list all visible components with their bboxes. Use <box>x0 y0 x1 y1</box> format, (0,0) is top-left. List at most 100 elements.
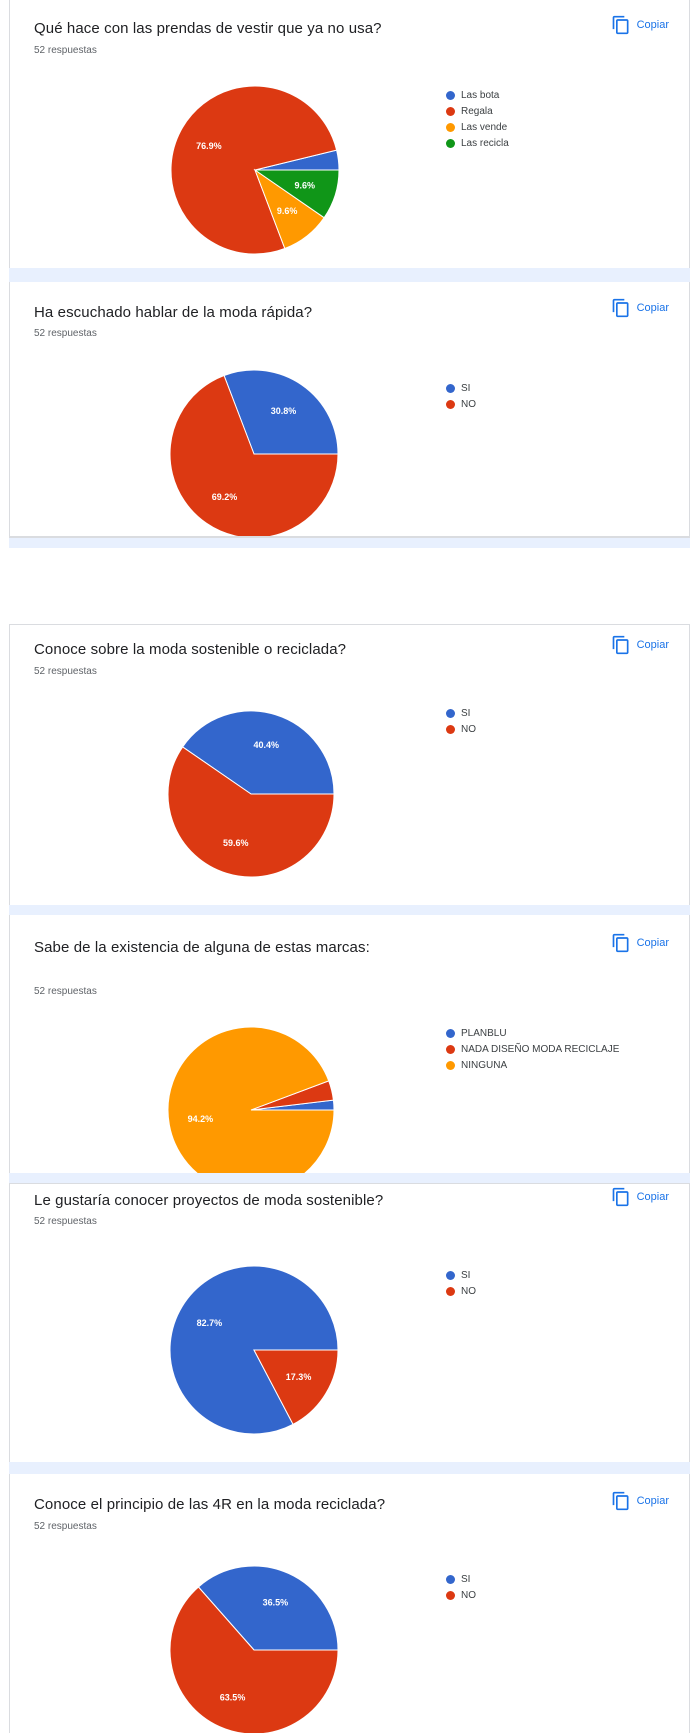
copy-label: Copiar <box>636 1191 669 1203</box>
legend-dot-icon <box>446 383 455 393</box>
copy-button[interactable]: Copiar <box>611 635 669 655</box>
legend-dot-icon <box>446 106 455 116</box>
legend-item: NO <box>446 1283 476 1299</box>
legend-item: NO <box>446 721 476 737</box>
separator-band <box>9 268 690 282</box>
legend-item: Las recicla <box>446 135 509 151</box>
pie-chart: 82.7% 17.3% <box>169 1265 339 1435</box>
legend-dot-icon <box>446 1286 455 1296</box>
pie-slice <box>197 1565 339 1651</box>
legend-label: Las recicla <box>461 137 509 149</box>
legend-dot-icon <box>446 1590 455 1600</box>
legend-label: NO <box>461 398 476 410</box>
copy-button[interactable]: Copiar <box>611 1187 669 1207</box>
response-count: 52 respuestas <box>34 1216 97 1227</box>
legend-item: SI <box>446 380 476 396</box>
legend-dot-icon <box>446 1574 455 1584</box>
chart-card: Ha escuchado hablar de la moda rápida? 5… <box>9 282 690 538</box>
copy-icon <box>612 298 629 318</box>
copy-label: Copiar <box>636 639 669 651</box>
legend-label: NO <box>461 1589 476 1601</box>
separator-band <box>9 1462 690 1474</box>
legend-dot-icon <box>446 1044 455 1054</box>
legend-label: NO <box>461 723 476 735</box>
chart-card: Sabe de la existencia de alguna de estas… <box>9 915 690 1173</box>
copy-icon <box>612 933 629 953</box>
legend-item: SI <box>446 1571 476 1587</box>
copy-label: Copiar <box>636 302 669 314</box>
pie-slice <box>181 710 335 795</box>
legend-dot-icon <box>446 1060 455 1070</box>
legend: SI NO <box>446 1267 476 1299</box>
slice-label: 36.5% <box>263 1598 289 1608</box>
pie-slice <box>167 746 335 878</box>
pie-slice <box>167 1026 335 1173</box>
legend-dot-icon <box>446 724 455 734</box>
slice-label: 69.2% <box>212 492 238 502</box>
copy-icon <box>612 1491 629 1511</box>
legend-label: NO <box>461 1285 476 1297</box>
separator-band <box>9 1173 690 1183</box>
copy-icon <box>612 635 629 655</box>
chart-title: Conoce el principio de las 4R en la moda… <box>34 1496 386 1513</box>
response-count: 52 respuestas <box>34 986 97 997</box>
legend-dot-icon <box>446 1028 455 1038</box>
legend: SI NO <box>446 380 476 412</box>
pie-slice <box>223 369 339 455</box>
legend-label: Las vende <box>461 121 508 133</box>
pie-slice <box>169 374 339 536</box>
legend-dot-icon <box>446 138 455 148</box>
copy-button[interactable]: Copiar <box>611 933 669 953</box>
chart-card: Qué hace con las prendas de vestir que y… <box>9 0 690 268</box>
legend: SI NO <box>446 1571 476 1603</box>
response-count: 52 respuestas <box>34 666 97 677</box>
copy-button[interactable]: Copiar <box>611 1491 669 1511</box>
chart-title: Sabe de la existencia de alguna de estas… <box>34 939 370 956</box>
response-count: 52 respuestas <box>34 45 97 56</box>
slice-label: 59.6% <box>223 838 249 848</box>
legend-item: Regala <box>446 103 509 119</box>
chart-title: Conoce sobre la moda sostenible o recicl… <box>34 641 347 658</box>
slice-label: 82.7% <box>197 1318 223 1328</box>
chart-card: Conoce el principio de las 4R en la moda… <box>9 1474 690 1733</box>
slice-label: 30.8% <box>271 406 297 416</box>
separator-band <box>9 538 690 548</box>
pie-chart: 76.9% 9.6% 9.6% <box>170 85 340 255</box>
copy-label: Copiar <box>636 937 669 949</box>
copy-button[interactable]: Copiar <box>611 15 669 35</box>
legend-item: SI <box>446 705 476 721</box>
legend-label: SI <box>461 1269 471 1281</box>
separator-band <box>9 905 690 915</box>
copy-button[interactable]: Copiar <box>611 298 669 318</box>
pie-slice <box>253 169 340 219</box>
slice-label: 63.5% <box>220 1692 246 1702</box>
pie-slice <box>169 1586 339 1733</box>
legend: Las bota Regala Las vende Las recicla <box>446 87 509 151</box>
legend-dot-icon <box>446 90 455 100</box>
legend-dot-icon <box>446 708 455 718</box>
slice-label: 76.9% <box>196 141 222 151</box>
response-count: 52 respuestas <box>34 328 97 339</box>
legend-label: SI <box>461 707 471 719</box>
legend-label: Regala <box>461 105 493 117</box>
pie-slice <box>170 85 338 255</box>
legend-item: NADA DISEÑO MODA RECICLAJE <box>446 1041 619 1057</box>
legend-dot-icon <box>446 399 455 409</box>
pie-chart: 94.2% <box>167 1026 335 1173</box>
copy-label: Copiar <box>636 1495 669 1507</box>
legend-dot-icon <box>446 1270 455 1280</box>
chart-title: Ha escuchado hablar de la moda rápida? <box>34 304 313 321</box>
chart-card: Conoce sobre la moda sostenible o recicl… <box>9 624 690 905</box>
slice-label: 94.2% <box>188 1114 214 1124</box>
pie-chart: 36.5% 63.5% <box>169 1565 339 1733</box>
response-count: 52 respuestas <box>34 1521 97 1532</box>
pie-chart: 30.8% 69.2% <box>169 369 339 536</box>
slice-label: 9.6% <box>294 180 315 190</box>
legend-label: PLANBLU <box>461 1027 507 1039</box>
legend-label: SI <box>461 382 471 394</box>
legend-item: NO <box>446 396 476 412</box>
legend-item: SI <box>446 1267 476 1283</box>
copy-label: Copiar <box>636 19 669 31</box>
slice-label: 17.3% <box>286 1372 312 1382</box>
legend-label: NADA DISEÑO MODA RECICLAJE <box>461 1043 620 1055</box>
